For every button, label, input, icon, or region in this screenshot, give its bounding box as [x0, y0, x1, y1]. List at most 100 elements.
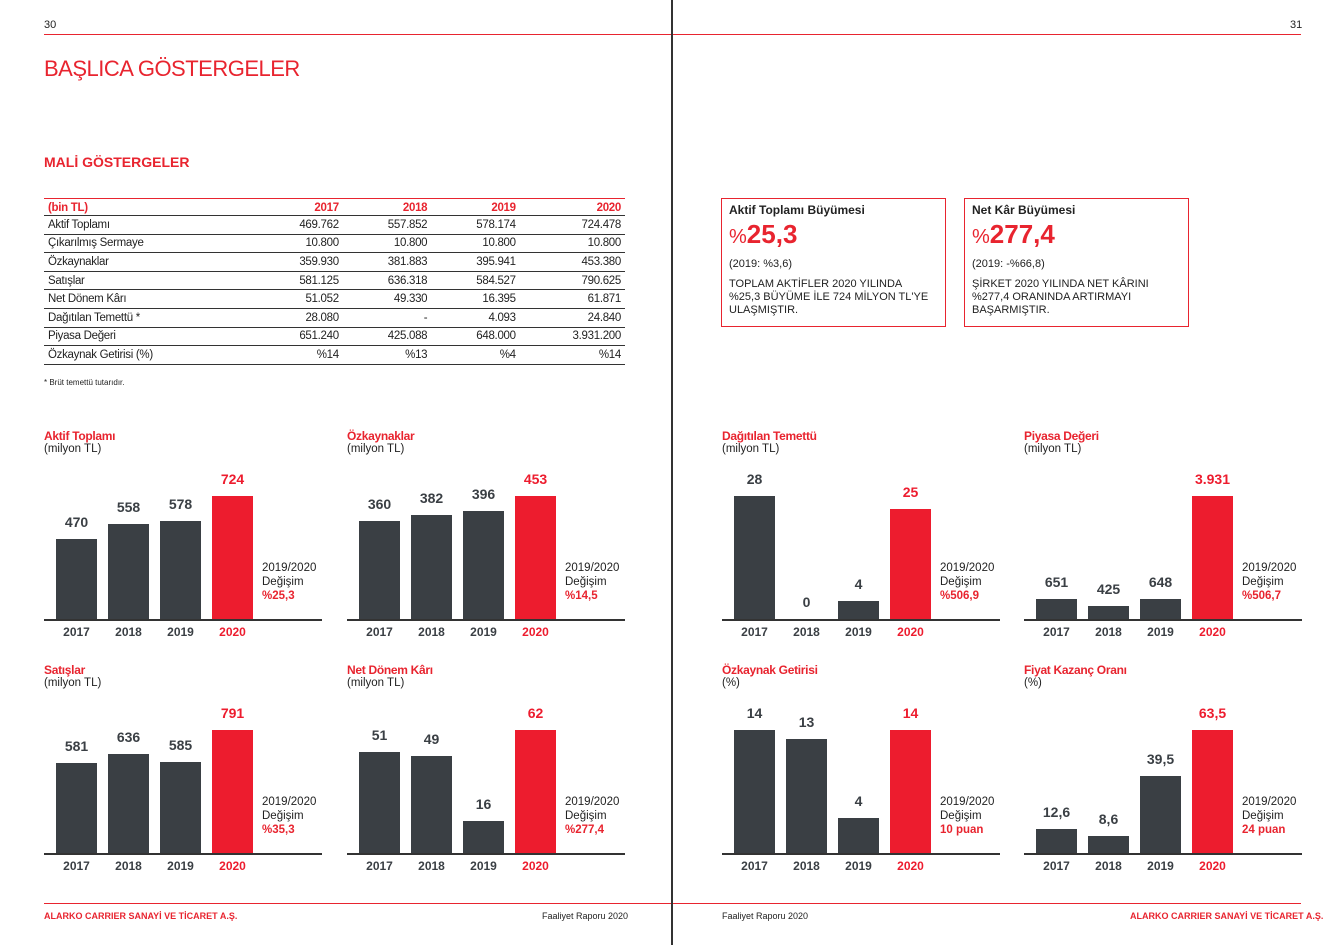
bar: [734, 730, 775, 853]
cell-value: 557.852: [342, 215, 432, 235]
page-number-right: 31: [1290, 19, 1303, 31]
chart-title: Özkaynak Getirisi: [722, 663, 818, 677]
change-note: 2019/2020 Değişim %506,9: [940, 561, 994, 603]
bar-value-label: 360: [367, 496, 392, 513]
cell-value: 453.380: [519, 252, 625, 272]
change-period: 2019/2020: [565, 562, 620, 574]
x-tick-label: 2019: [845, 625, 872, 639]
change-label: Değişim: [565, 576, 607, 588]
row-label: Dağıtılan Temettü *: [44, 308, 255, 328]
cell-value: 10.800: [342, 234, 432, 254]
change-note: 2019/2020 Değişim %25,3: [262, 561, 316, 603]
row-label: Aktif Toplamı: [44, 215, 255, 235]
row-label: Piyasa Değeri: [44, 327, 255, 347]
highlight-title: Aktif Toplamı Büyümesi: [729, 203, 865, 217]
change-label: Değişim: [1242, 576, 1284, 588]
cell-value: 724.478: [519, 215, 625, 235]
table-row: Çıkarılmış Sermaye 10.800 10.800 10.800 10.8…: [44, 234, 625, 254]
bar-chart: Fiyat Kazanç Oranı (%) 12,6 2017 8,6 201…: [1024, 663, 1302, 893]
footer-report-right: Faaliyet Raporu 2020: [722, 911, 809, 921]
change-value: %35,3: [262, 824, 295, 836]
chart-baseline: [44, 619, 322, 621]
bar-value-label: 651: [1044, 573, 1069, 590]
cell-value: 469.762: [254, 215, 343, 235]
change-label: Değişim: [1242, 810, 1284, 822]
table-row: Net Dönem Kârı 51.052 49.330 16.395 61.871: [44, 289, 625, 309]
table-row: Aktif Toplamı 469.762 557.852 578.174 724.47…: [44, 215, 625, 235]
bar-value-label: 16: [475, 796, 492, 813]
cell-value: 578.174: [431, 215, 520, 235]
x-tick-label: 2020: [522, 859, 549, 873]
cell-value: 49.330: [342, 289, 432, 309]
header-rule-left: [44, 34, 671, 35]
bar: [1088, 836, 1129, 853]
bar-value-label: 3.931: [1194, 471, 1231, 487]
page-spine: [671, 0, 673, 945]
chart-baseline: [722, 853, 1000, 855]
chart-title: Fiyat Kazanç Oranı: [1024, 663, 1127, 677]
change-label: Değişim: [262, 810, 304, 822]
highlight-number: 25,3: [746, 219, 798, 249]
bar: [1192, 730, 1233, 853]
x-tick-label: 2018: [1095, 625, 1122, 639]
change-period: 2019/2020: [565, 796, 620, 808]
percent-sign: %: [972, 226, 990, 248]
financial-table: (bin TL) 2017 2018 2019 2020 Aktif Topla…: [44, 198, 625, 365]
x-tick-label: 2017: [366, 859, 393, 873]
change-period: 2019/2020: [262, 562, 317, 574]
cell-value: 381.883: [342, 252, 432, 272]
bar-value-label: 425: [1096, 580, 1121, 597]
change-note: 2019/2020 Değişim 24 puan: [1242, 795, 1296, 837]
bar: [359, 521, 400, 619]
bar-value-label: 12,6: [1042, 803, 1071, 820]
unit-header: (bin TL): [44, 198, 255, 216]
bar: [1036, 598, 1077, 619]
cell-value: %14: [254, 345, 343, 365]
cell-value: 359.930: [254, 252, 343, 272]
change-label: Değişim: [940, 576, 982, 588]
change-value: %14,5: [565, 590, 598, 602]
highlight-previous: (2019: %3,6): [729, 258, 792, 270]
change-value: %25,3: [262, 590, 295, 602]
col-header: 2020: [519, 198, 625, 216]
bar: [1140, 598, 1181, 619]
cell-value: %14: [519, 345, 625, 365]
table-row: Piyasa Değeri 651.240 425.088 648.000 3.931.…: [44, 327, 625, 347]
row-label: Çıkarılmış Sermaye: [44, 234, 255, 254]
col-header: 2019: [431, 198, 520, 216]
bar-value-label: 13: [798, 713, 815, 730]
chart-unit: (%): [722, 677, 740, 689]
bar-value-label: 453: [523, 471, 548, 487]
highlight-value: %25,3: [729, 219, 938, 252]
highlight-box-assets: Aktif Toplamı Büyümesi %25,3 (2019: %3,6…: [721, 198, 946, 327]
footer-company-right: ALARKO CARRIER SANAYİ VE TİCARET A.Ş.: [1130, 911, 1324, 921]
table-row: Satışlar 581.125 636.318 584.527 790.625: [44, 271, 625, 291]
cell-value: %13: [342, 345, 432, 365]
bar: [1036, 828, 1077, 853]
bar-value-label: 578: [168, 495, 193, 512]
bar-chart: Aktif Toplamı (milyon TL) 470 2017 558 2…: [44, 429, 322, 659]
table-row: Dağıtılan Temettü * 28.080-4.093 24.840: [44, 308, 625, 328]
highlight-description: TOPLAM AKTİFLER 2020 YILINDA %25,3 BÜYÜM…: [729, 278, 929, 316]
change-note: 2019/2020 Değişim 10 puan: [940, 795, 994, 837]
x-tick-label: 2019: [845, 859, 872, 873]
footer-company-left: ALARKO CARRIER SANAYİ VE TİCARET A.Ş.: [44, 911, 238, 921]
x-tick-label: 2017: [741, 625, 768, 639]
x-tick-label: 2020: [219, 859, 246, 873]
highlight-description: ŞİRKET 2020 YILINDA NET KÂRINI %277,4 OR…: [972, 278, 1149, 316]
chart-baseline: [347, 619, 625, 621]
chart-title: Dağıtılan Temettü: [722, 429, 817, 443]
chart-baseline: [347, 853, 625, 855]
bar-value-label: 39,5: [1146, 751, 1175, 768]
percent-sign: %: [729, 226, 747, 248]
cell-value: 3.931.200: [519, 327, 625, 347]
x-tick-label: 2020: [897, 625, 924, 639]
bar: [463, 821, 504, 853]
chart-unit: (milyon TL): [347, 677, 405, 689]
bar-value-label: 63,5: [1198, 705, 1227, 721]
bar-value-label: 0: [802, 594, 811, 610]
bar-value-label: 4: [854, 792, 863, 809]
x-tick-label: 2019: [470, 859, 497, 873]
chart-unit: (milyon TL): [1024, 443, 1082, 455]
change-period: 2019/2020: [940, 562, 995, 574]
